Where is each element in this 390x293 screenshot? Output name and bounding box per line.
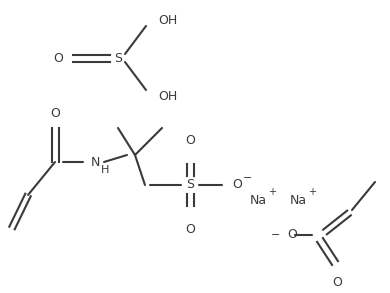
Text: O: O: [50, 107, 60, 120]
Text: S: S: [186, 178, 194, 192]
Text: OH: OH: [158, 13, 177, 26]
Text: +: +: [268, 187, 276, 197]
Text: H: H: [101, 165, 109, 175]
Text: −: −: [243, 173, 252, 183]
Text: O: O: [232, 178, 242, 192]
Text: −: −: [271, 230, 280, 240]
Text: Na: Na: [290, 193, 307, 207]
Text: O: O: [185, 223, 195, 236]
Text: O: O: [53, 52, 63, 64]
Text: O: O: [185, 134, 195, 147]
Text: Na: Na: [250, 193, 267, 207]
Text: O: O: [332, 276, 342, 289]
Text: N: N: [90, 156, 100, 168]
Text: S: S: [114, 52, 122, 64]
Text: +: +: [308, 187, 316, 197]
Text: OH: OH: [158, 89, 177, 103]
Text: O: O: [287, 229, 297, 241]
